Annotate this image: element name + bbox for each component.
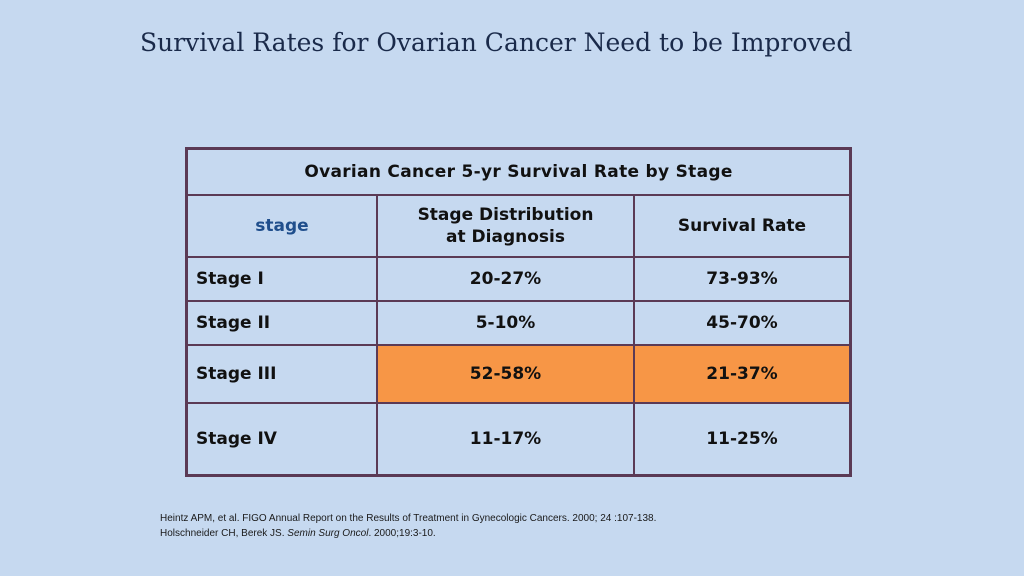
survival-cell: 73-93% <box>633 256 852 302</box>
table-caption: Ovarian Cancer 5-yr Survival Rate by Sta… <box>185 147 852 196</box>
survival-cell-highlighted: 21-37% <box>633 344 852 404</box>
table-row: Stage I 20-27% 73-93% <box>185 256 852 302</box>
table-row-highlighted: Stage III 52-58% 21-37% <box>185 344 852 404</box>
reference-2-authors: Holschneider CH, Berek JS. <box>160 528 288 539</box>
reference-2: Holschneider CH, Berek JS. Semin Surg On… <box>160 526 656 541</box>
column-header-survival: Survival Rate <box>633 194 852 258</box>
stage-cell: Stage III <box>185 344 378 404</box>
table-header-row: stage Stage Distribution at Diagnosis Sur… <box>185 194 852 258</box>
survival-cell: 11-25% <box>633 402 852 477</box>
stage-cell: Stage II <box>185 300 378 346</box>
table-row: Stage IV 11-17% 11-25% <box>185 402 852 477</box>
survival-cell: 45-70% <box>633 300 852 346</box>
column-header-stage: stage <box>185 194 378 258</box>
references: Heintz APM, et al. FIGO Annual Report on… <box>160 511 656 541</box>
distribution-cell: 5-10% <box>376 300 635 346</box>
stage-cell: Stage IV <box>185 402 378 477</box>
table-caption-row: Ovarian Cancer 5-yr Survival Rate by Sta… <box>185 147 852 196</box>
reference-2-details: . 2000;19:3-10. <box>368 528 436 539</box>
stage-cell: Stage I <box>185 256 378 302</box>
distribution-cell-highlighted: 52-58% <box>376 344 635 404</box>
slide-title: Survival Rates for Ovarian Cancer Need t… <box>140 28 853 57</box>
column-header-distribution: Stage Distribution at Diagnosis <box>376 194 635 258</box>
distribution-cell: 20-27% <box>376 256 635 302</box>
reference-1: Heintz APM, et al. FIGO Annual Report on… <box>160 513 657 524</box>
survival-table: Ovarian Cancer 5-yr Survival Rate by Sta… <box>185 147 852 477</box>
table-row: Stage II 5-10% 45-70% <box>185 300 852 346</box>
reference-2-journal: Semin Surg Oncol <box>287 528 369 539</box>
distribution-cell: 11-17% <box>376 402 635 477</box>
